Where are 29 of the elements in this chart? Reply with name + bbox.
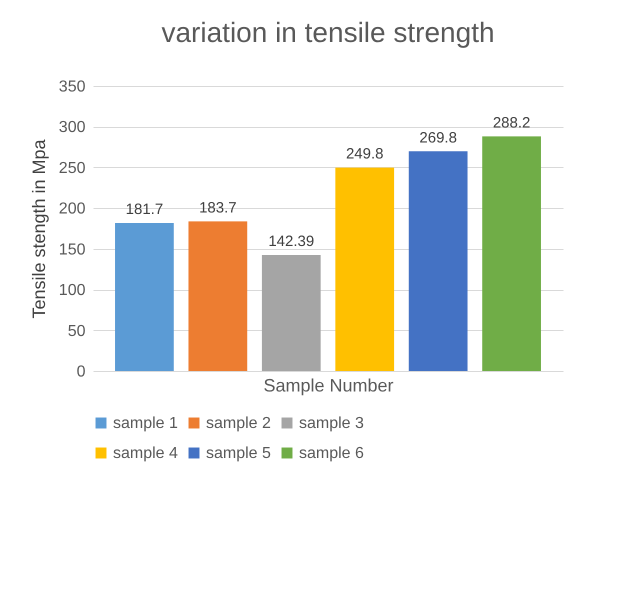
legend-label: sample 6: [299, 445, 364, 462]
y-tick-label: 150: [58, 241, 86, 258]
data-label: 181.7: [126, 201, 164, 218]
y-tick-label: 100: [58, 282, 86, 300]
y-tick-label: 300: [58, 119, 86, 136]
y-tick-label: 0: [76, 364, 86, 380]
bar: [482, 136, 541, 371]
y-tick-label: 250: [58, 160, 86, 177]
chart-title: variation in tensile strength: [161, 17, 495, 48]
bar: [188, 221, 248, 371]
y-tick-label: 350: [58, 78, 86, 96]
data-label: 269.8: [419, 129, 457, 146]
bar: [262, 255, 321, 371]
bar: [335, 168, 394, 371]
x-axis-title: Sample Number: [263, 376, 394, 396]
y-tick-label: 50: [68, 322, 86, 340]
legend-label: sample 1: [113, 415, 178, 432]
legend-label: sample 5: [206, 445, 272, 462]
data-label: 183.7: [199, 199, 237, 216]
data-label: 249.8: [346, 146, 384, 163]
legend-label: sample 2: [206, 415, 272, 432]
y-axis-title: Tensile stength in Mpa: [28, 138, 49, 319]
legend-label: sample 4: [113, 445, 178, 462]
data-label: 288.2: [492, 114, 530, 132]
bar: [115, 223, 174, 371]
bar: [408, 151, 468, 371]
legend-label: sample 3: [299, 415, 364, 432]
data-label: 142.39: [268, 233, 314, 250]
y-tick-label: 200: [58, 200, 86, 218]
